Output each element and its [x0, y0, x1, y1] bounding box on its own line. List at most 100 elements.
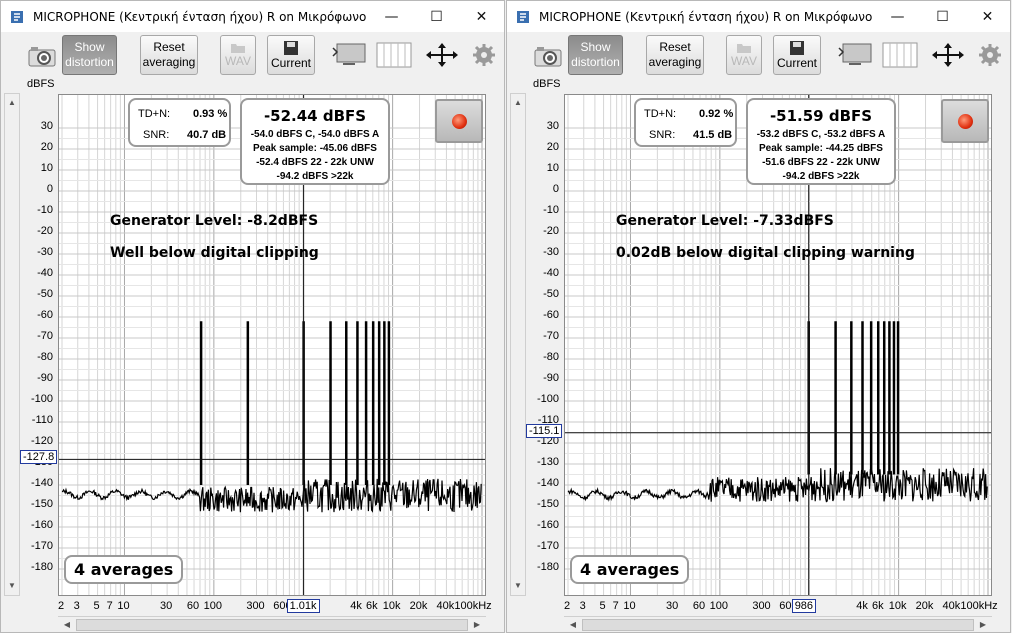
- y-tick-label: -110: [537, 414, 559, 426]
- x-tick-label: 300: [246, 600, 265, 612]
- level-line-1: -53.2 dBFS C, -53.2 dBFS A: [756, 129, 886, 140]
- x-tick-label: 40k: [942, 600, 961, 612]
- x-tick-label: 20k: [409, 600, 428, 612]
- horizontal-scrollbar[interactable]: ◀ ▶: [58, 616, 486, 632]
- scroll-left-arrow[interactable]: ◀: [63, 620, 71, 629]
- y-tick-label: -80: [543, 351, 559, 363]
- grid-view-icon[interactable]: [376, 42, 412, 68]
- cursor-x-readout: 1.01k: [286, 599, 320, 613]
- x-tick-label: 10: [117, 600, 130, 612]
- y-tick-label: -50: [37, 288, 53, 300]
- y-tick-label: -40: [37, 267, 53, 279]
- layout-panel-icon[interactable]: [331, 42, 367, 68]
- y-tick-label: -140: [536, 477, 559, 489]
- title-bar: MICROPHONE (Κεντρική ένταση ήχου) R on Μ…: [1, 1, 504, 32]
- y-tick-label: -180: [30, 561, 53, 573]
- y-axis-unit: dBFS: [533, 78, 561, 90]
- reset-averaging-line2: averaging: [648, 55, 702, 69]
- window-title: MICROPHONE (Κεντρική ένταση ήχου) R on Μ…: [539, 9, 875, 24]
- scroll-right-arrow[interactable]: ▶: [473, 620, 481, 629]
- reset-averaging-button[interactable]: Reset averaging: [140, 35, 198, 75]
- horizontal-scroll-thumb[interactable]: [582, 619, 974, 631]
- camera-icon[interactable]: [533, 44, 563, 68]
- minimize-button[interactable]: —: [890, 8, 905, 25]
- spectrum-plot[interactable]: TD+N: 0.92 % SNR: 41.5 dB -51.59 dBFS -5…: [564, 94, 992, 596]
- cursor-y-readout: -127.8: [20, 450, 58, 465]
- snr-label: SNR:: [143, 129, 170, 141]
- show-distortion-button[interactable]: Show distortion: [568, 35, 623, 75]
- window-title: MICROPHONE (Κεντρική ένταση ήχου) R on Μ…: [33, 9, 369, 24]
- wav-button[interactable]: WAV: [726, 35, 762, 75]
- x-tick-label: 7: [106, 600, 113, 612]
- y-tick-label: -40: [543, 267, 559, 279]
- y-tick-label: 20: [546, 141, 559, 153]
- y-tick-label: -70: [543, 330, 559, 342]
- x-tick-label: 100: [709, 600, 729, 612]
- y-axis-unit: dBFS: [27, 78, 55, 90]
- scroll-down-arrow[interactable]: ▼: [8, 581, 16, 590]
- scroll-left-arrow[interactable]: ◀: [569, 620, 577, 629]
- close-button[interactable]: ✕: [981, 8, 994, 25]
- averages-badge: 4 averages: [64, 555, 184, 584]
- y-tick-label: -70: [37, 330, 53, 342]
- save-icon: [790, 40, 804, 55]
- x-tick-label: 7: [612, 600, 619, 612]
- x-tick-label: 5: [93, 600, 100, 612]
- x-tick-label: 60: [186, 600, 200, 612]
- layout-panel-icon[interactable]: [837, 42, 873, 68]
- reset-averaging-button[interactable]: Reset averaging: [646, 35, 704, 75]
- record-button[interactable]: [435, 99, 483, 143]
- maximize-button[interactable]: ☐: [430, 8, 443, 25]
- y-tick-label: 10: [40, 162, 53, 174]
- current-label: Current: [776, 55, 817, 70]
- grid-view-icon[interactable]: [882, 42, 918, 68]
- level-line-3: -52.4 dBFS 22 - 22k UNW: [256, 157, 374, 168]
- toolbar: Show distortion Reset averaging WAV Curren…: [1, 32, 504, 78]
- x-tick-label: 2: [57, 600, 65, 612]
- folder-icon: [737, 43, 751, 53]
- camera-icon[interactable]: [27, 44, 57, 68]
- minimize-button[interactable]: —: [384, 8, 399, 25]
- record-button[interactable]: [941, 99, 989, 143]
- save-icon: [284, 40, 298, 55]
- y-tick-label: -30: [543, 246, 559, 258]
- spectrum-plot[interactable]: TD+N: 0.93 % SNR: 40.7 dB -52.44 dBFS -5…: [58, 94, 486, 596]
- expand-arrows-icon[interactable]: [930, 42, 966, 68]
- gear-icon[interactable]: [472, 43, 496, 67]
- horizontal-scrollbar[interactable]: ◀ ▶: [564, 616, 992, 632]
- scroll-down-arrow[interactable]: ▼: [514, 581, 522, 590]
- expand-arrows-icon[interactable]: [424, 42, 460, 68]
- wav-label: WAV: [731, 53, 757, 68]
- current-button[interactable]: Current: [267, 35, 315, 75]
- close-button[interactable]: ✕: [475, 8, 488, 25]
- y-tick-label: -160: [30, 519, 53, 531]
- gear-icon[interactable]: [978, 43, 1002, 67]
- scroll-up-arrow[interactable]: ▲: [8, 98, 16, 107]
- scroll-right-arrow[interactable]: ▶: [979, 620, 987, 629]
- y-tick-label: -100: [536, 393, 559, 405]
- td-n-value: 0.92 %: [699, 108, 734, 120]
- vertical-scrollbar[interactable]: ▲ ▼: [510, 93, 526, 596]
- level-line-1: -54.0 dBFS C, -54.0 dBFS A: [250, 129, 380, 140]
- vertical-scrollbar[interactable]: ▲ ▼: [4, 93, 20, 596]
- td-n-label: TD+N:: [138, 108, 171, 120]
- x-tick-label: 60: [692, 600, 706, 612]
- wav-label: WAV: [225, 53, 251, 68]
- main-level: -52.44 dBFS: [263, 107, 367, 125]
- wav-button[interactable]: WAV: [220, 35, 256, 75]
- y-tick-label: -150: [536, 498, 559, 510]
- analyzer-window: MICROPHONE (Κεντρική ένταση ήχου) R on Μ…: [0, 0, 505, 633]
- current-button[interactable]: Current: [773, 35, 821, 75]
- scroll-up-arrow[interactable]: ▲: [514, 98, 522, 107]
- y-tick-label: 30: [40, 120, 53, 132]
- show-distortion-button[interactable]: Show distortion: [62, 35, 117, 75]
- maximize-button[interactable]: ☐: [936, 8, 949, 25]
- horizontal-scroll-thumb[interactable]: [76, 619, 468, 631]
- thd-box: TD+N: 0.93 % SNR: 40.7 dB: [128, 98, 231, 147]
- y-tick-label: -170: [30, 540, 53, 552]
- y-tick-label: -180: [536, 561, 559, 573]
- td-n-value: 0.93 %: [193, 108, 228, 120]
- y-tick-label: -150: [30, 498, 53, 510]
- java-app-icon: [11, 10, 23, 23]
- reset-averaging-line1: Reset: [153, 40, 185, 54]
